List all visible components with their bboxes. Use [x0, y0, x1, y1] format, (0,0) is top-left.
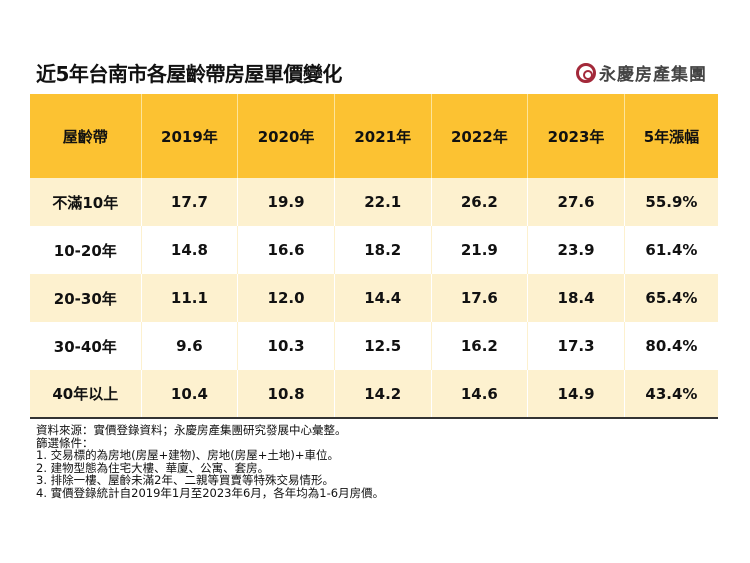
table-cell: 9.6 — [140, 322, 238, 370]
table-cell: 11.1 — [140, 274, 238, 322]
column-header: 5年漲幅 — [623, 94, 718, 178]
table-cell: 65.4% — [623, 274, 718, 322]
table-cell: 14.8 — [140, 226, 238, 274]
table-cell: 16.2 — [430, 322, 528, 370]
table-cell: 27.6 — [527, 178, 625, 226]
note-line: 4. 實價登錄統計自2019年1月至2023年6月，各年均為1-6月房價。 — [36, 485, 385, 500]
note-line: 1. 交易標的為房地(房屋+建物)、房地(房屋+土地)+車位。 — [36, 448, 339, 462]
table-row: 20-30年 11.1 12.0 14.4 17.6 18.4 65.4% — [30, 274, 718, 322]
price-table: 屋齡帶 2019年 2020年 2021年 2022年 2023年 5年漲幅 不滿10年 17… — [30, 94, 718, 419]
table-cell: 10.4 — [140, 370, 238, 418]
table-cell: 17.7 — [140, 178, 238, 226]
column-header: 2023年 — [527, 94, 625, 178]
page-title: 近5年台南市各屋齡帶房屋單價變化 — [36, 62, 342, 86]
logo: 永慶房產集團 — [576, 60, 707, 85]
row-label: 不滿10年 — [30, 178, 142, 226]
row-label: 10-20年 — [30, 226, 142, 274]
table-cell: 19.9 — [237, 178, 335, 226]
footnotes: 資料來源：實價登錄資料；永慶房產集團研究發展中心彙整。 篩選條件： 1. 交易標的為… — [36, 424, 384, 499]
column-header: 2022年 — [430, 94, 528, 178]
table-cell: 14.4 — [333, 274, 432, 322]
table-cell: 18.4 — [527, 274, 625, 322]
table-cell: 10.3 — [237, 322, 335, 370]
table-row: 10-20年 14.8 16.6 18.2 21.9 23.9 61.4% — [30, 226, 718, 274]
table-cell: 18.2 — [333, 226, 432, 274]
logo-icon — [576, 62, 596, 83]
row-label: 40年以上 — [30, 370, 142, 418]
note-line: 資料來源：實價登錄資料；永慶房產集團研究發展中心彙整。 — [36, 423, 347, 437]
table-cell: 14.2 — [333, 370, 432, 418]
table-cell: 16.6 — [237, 226, 335, 274]
table-cell: 12.5 — [333, 322, 432, 370]
logo-text: 永慶房產集團 — [599, 65, 707, 85]
column-header: 2021年 — [333, 94, 432, 178]
table-cell: 12.0 — [237, 274, 335, 322]
row-label: 30-40年 — [30, 322, 142, 370]
table-cell: 23.9 — [527, 226, 625, 274]
table-cell: 14.6 — [430, 370, 528, 418]
table-cell: 55.9% — [623, 178, 718, 226]
table-cell: 43.4% — [623, 370, 718, 418]
table-cell: 21.9 — [430, 226, 528, 274]
table-cell: 17.3 — [527, 322, 625, 370]
column-header: 2020年 — [237, 94, 335, 178]
note-line: 2. 建物型態為住宅大樓、華廈、公寓、套房。 — [36, 460, 270, 475]
table-cell: 61.4% — [623, 226, 718, 274]
table-row: 30-40年 9.6 10.3 12.5 16.2 17.3 80.4% — [30, 322, 718, 370]
table-row: 不滿10年 17.7 19.9 22.1 26.2 27.6 55.9% — [30, 178, 718, 226]
table-cell: 10.8 — [237, 370, 335, 418]
column-header: 2019年 — [140, 94, 238, 178]
column-header: 屋齡帶 — [30, 94, 142, 178]
table-row: 40年以上 10.4 10.8 14.2 14.6 14.9 43.4% — [30, 370, 718, 418]
table-cell: 17.6 — [430, 274, 528, 322]
table-cell: 80.4% — [623, 322, 718, 370]
note-line: 篩選條件： — [36, 435, 94, 450]
row-label: 20-30年 — [30, 274, 142, 322]
table-cell: 14.9 — [527, 370, 625, 418]
note-line: 3. 排除一樓、屋齡未滿2年、二親等買賣等特殊交易情形。 — [36, 473, 334, 487]
table-cell: 26.2 — [430, 178, 528, 226]
table-cell: 22.1 — [333, 178, 432, 226]
